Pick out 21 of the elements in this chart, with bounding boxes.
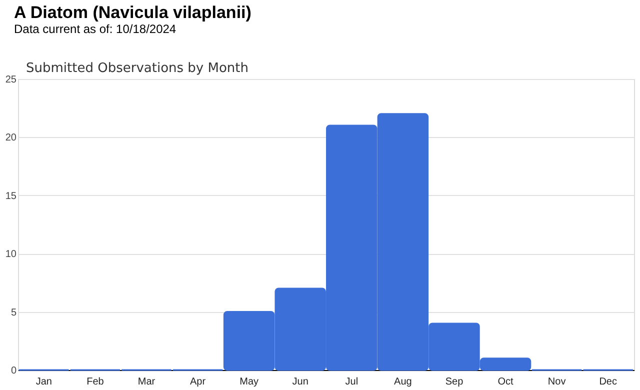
chart-title: A Diatom (Navicula vilaplanii) xyxy=(14,3,252,22)
x-tick-label: Apr xyxy=(190,376,206,388)
y-tick-label: 20 xyxy=(5,132,17,144)
chart-subtitle: Data current as of: 10/18/2024 xyxy=(14,22,176,36)
y-tick-label: 25 xyxy=(5,74,17,86)
x-tick-label: Sep xyxy=(445,376,464,388)
x-tick-label: Aug xyxy=(394,376,412,388)
x-tick-label: Dec xyxy=(599,376,617,388)
x-tick-label: May xyxy=(240,376,259,388)
y-tick-label: 5 xyxy=(10,307,17,318)
x-tick-label: Jan xyxy=(36,376,52,388)
x-tick-label: Feb xyxy=(86,376,104,388)
y-tick-label: 15 xyxy=(5,190,17,202)
x-tick-label: Nov xyxy=(548,376,566,388)
x-tick-label: Oct xyxy=(498,376,514,388)
y-tick-label: 0 xyxy=(10,366,17,376)
y-tick-label: 10 xyxy=(5,249,17,260)
x-tick-label: Jul xyxy=(345,376,358,388)
x-tick-label: Mar xyxy=(138,376,156,388)
text: Submitted Observations by Month xyxy=(26,61,248,76)
x-tick-label: Jun xyxy=(292,376,308,388)
